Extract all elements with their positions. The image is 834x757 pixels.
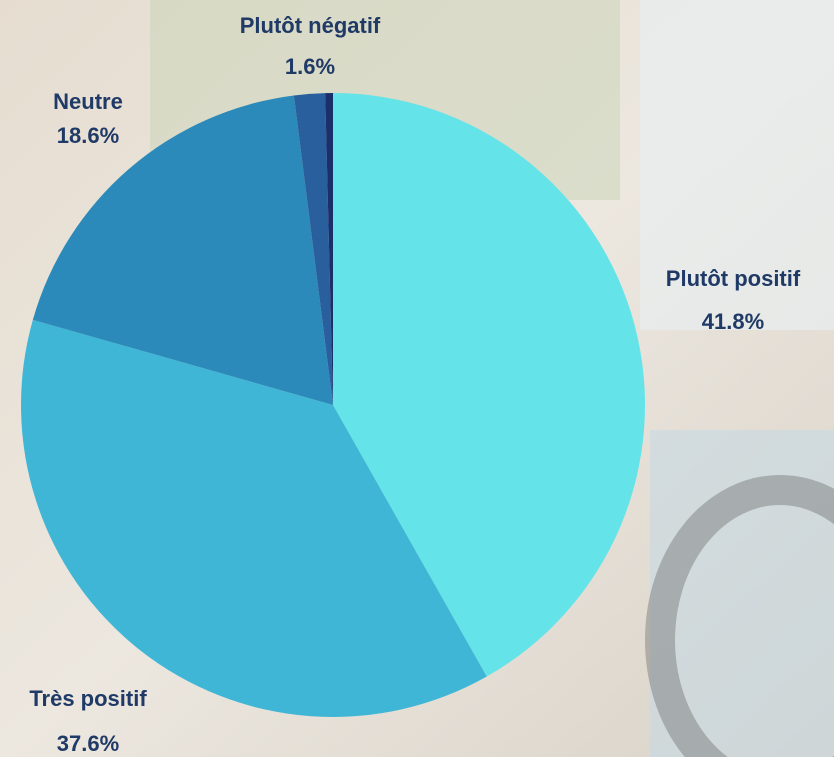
pie-slice bbox=[21, 319, 487, 717]
value-label: 37.6% bbox=[57, 731, 119, 756]
category-label: Neutre bbox=[53, 89, 123, 114]
category-label: Plutôt positif bbox=[666, 266, 801, 291]
category-label: Très positif bbox=[29, 686, 147, 711]
value-label: 18.6% bbox=[57, 123, 119, 148]
category-label: Plutôt négatif bbox=[240, 13, 381, 38]
value-label: 41.8% bbox=[702, 309, 764, 334]
pie-slice bbox=[333, 93, 645, 677]
labels: Plutôt positif 41.8% Très positif 37.6% Neut… bbox=[29, 13, 801, 756]
pie-slice bbox=[325, 93, 333, 405]
pie-slice bbox=[32, 95, 334, 406]
value-label: 1.6% bbox=[285, 54, 335, 79]
background-panel bbox=[640, 0, 834, 330]
pie bbox=[21, 93, 645, 717]
background-wheel bbox=[645, 475, 834, 757]
background-dashboard bbox=[650, 430, 834, 757]
pie-slice bbox=[293, 93, 333, 405]
